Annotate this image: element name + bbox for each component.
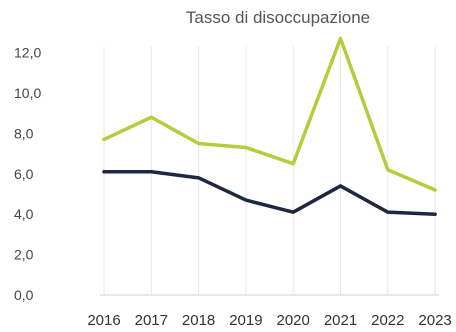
data-point: [291, 162, 295, 166]
x-tick-label: 2018: [182, 312, 215, 329]
x-tick-label: 2020: [277, 312, 310, 329]
data-point: [102, 137, 106, 141]
y-tick-label: 8,0: [14, 125, 34, 141]
data-point: [433, 188, 437, 192]
x-tick-label: 2022: [371, 312, 404, 329]
chart-title: Tasso di disoccupazione: [185, 8, 371, 27]
data-point: [149, 115, 153, 119]
y-tick-label: 2,0: [14, 247, 34, 263]
x-tick-label: 2017: [135, 312, 168, 329]
data-point: [197, 142, 201, 145]
x-tick-label: 2019: [229, 312, 262, 329]
y-tick-label: 0,0: [14, 287, 34, 303]
data-point: [339, 36, 342, 40]
data-point: [433, 212, 437, 216]
data-point: [149, 170, 153, 174]
x-tick-label: 2016: [87, 312, 120, 329]
data-point: [102, 170, 106, 174]
data-point: [386, 168, 390, 172]
data-point: [291, 210, 295, 214]
y-tick-label: 12,0: [14, 45, 41, 61]
data-point: [244, 198, 248, 202]
series-line-2: [102, 170, 437, 216]
data-point: [197, 176, 201, 180]
x-tick-label: 2023: [418, 312, 451, 329]
y-tick-label: 6,0: [14, 166, 34, 182]
data-point: [386, 210, 390, 214]
y-tick-label: 10,0: [14, 85, 41, 101]
y-tick-label: 4,0: [14, 206, 34, 222]
series-line-1: [102, 36, 437, 192]
x-tick-label: 2021: [324, 312, 357, 329]
data-point: [244, 146, 248, 150]
data-point: [339, 184, 342, 188]
